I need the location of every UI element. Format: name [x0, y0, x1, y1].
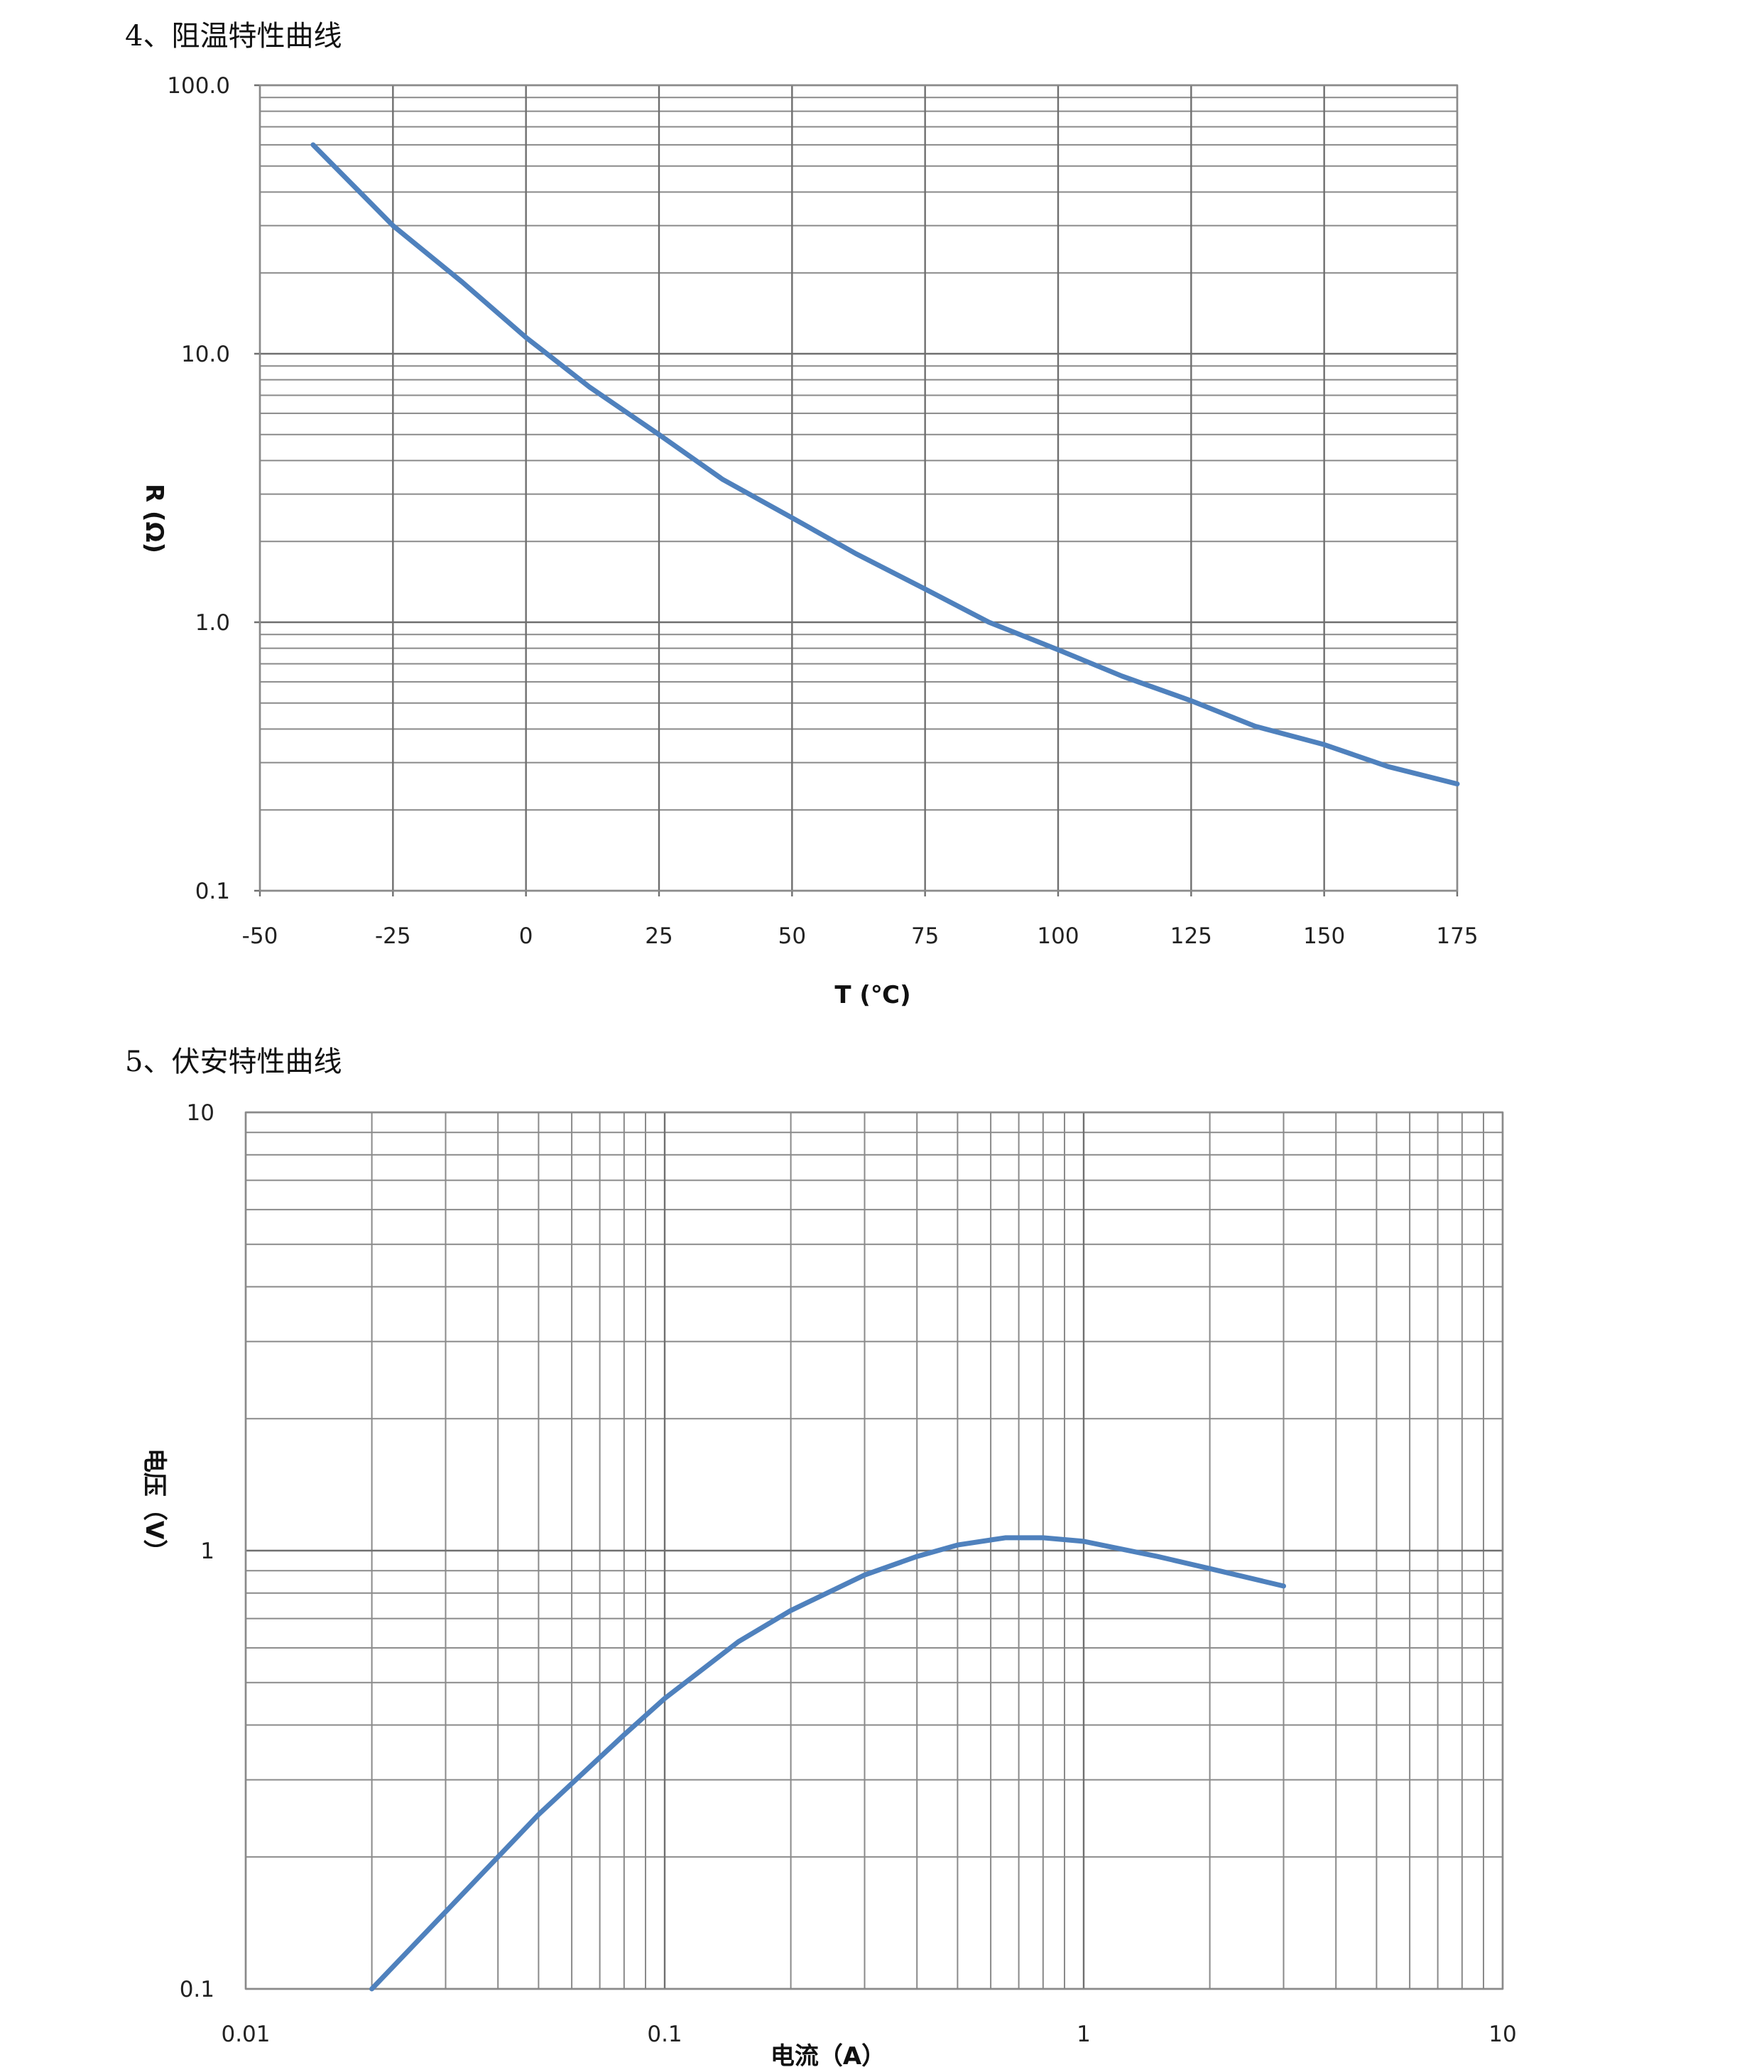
rt-y-axis-label: R (Ω) [140, 484, 168, 553]
rt-x-tick-label: 125 [1170, 923, 1212, 949]
rt-y-tick-label: 100.0 [167, 73, 230, 99]
rt-x-tick-label: 100 [1037, 923, 1079, 949]
vi-curve-series [369, 1535, 1286, 1992]
vi-x-axis-label: 电流（A） [771, 2042, 886, 2071]
vi-y-axis-label: 电压（V） [140, 1448, 168, 1563]
vi-x-tick-label: 0.01 [221, 2022, 270, 2047]
rt-x-tick-label: -25 [375, 923, 411, 949]
vi-y-tick-label: 1 [200, 1539, 214, 1564]
rt-section-title: 4、阻温特性曲线 [125, 20, 342, 53]
rt-y-tick-label: 10.0 [181, 342, 230, 367]
rt-curve-series [310, 142, 1460, 787]
vi-y-tick-label: 0.1 [180, 1977, 214, 2002]
rt-chart: 100.0 10.0 1.0 0.1 -50 -25 0 25 50 75 100 125 150 175… [140, 73, 1479, 1009]
rt-x-tick-label: 150 [1303, 923, 1345, 949]
vi-y-tick-label: 10 [187, 1100, 214, 1126]
rt-y-tick-label: 1.0 [195, 610, 230, 636]
vi-x-tick-label: 1 [1077, 2022, 1091, 2047]
rt-x-tick-label: 75 [911, 923, 939, 949]
rt-y-tick-label: 0.1 [195, 879, 230, 904]
vi-x-tick-label: 0.1 [647, 2022, 682, 2047]
vi-plot-frame [244, 1111, 1504, 1990]
rt-x-axis-label: T (℃) [834, 981, 910, 1009]
rt-plot-frame [258, 84, 1459, 892]
rt-x-tick-label: 50 [778, 923, 806, 949]
vi-section-title: 5、伏安特性曲线 [125, 1046, 342, 1078]
rt-x-tick-label: 25 [645, 923, 673, 949]
rt-x-tick-label: -50 [242, 923, 278, 949]
vi-chart: 0.01 0.1 1 10 10 1 0.1 电流（A） 电压（V） [140, 1100, 1517, 2071]
vi-x-tick-label: 10 [1488, 2022, 1516, 2047]
rt-x-tick-label: 175 [1436, 923, 1478, 949]
rt-x-tick-label: 0 [519, 923, 533, 949]
